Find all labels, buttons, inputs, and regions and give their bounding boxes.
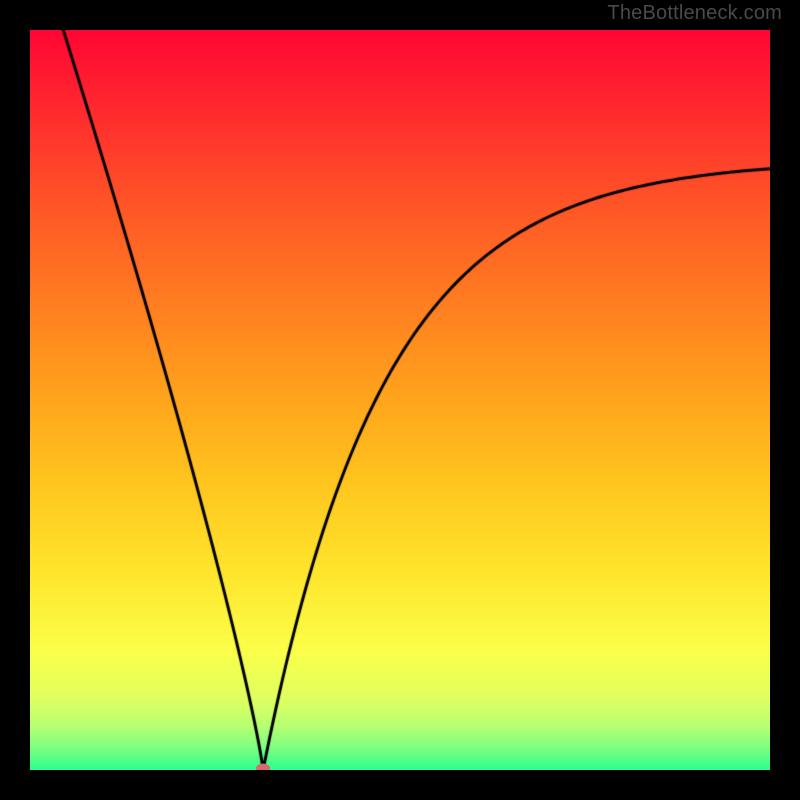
- watermark-text: TheBottleneck.com: [607, 2, 782, 25]
- plot-area: [30, 30, 770, 770]
- chart-frame: TheBottleneck.com: [0, 0, 800, 800]
- background-gradient: [30, 30, 770, 770]
